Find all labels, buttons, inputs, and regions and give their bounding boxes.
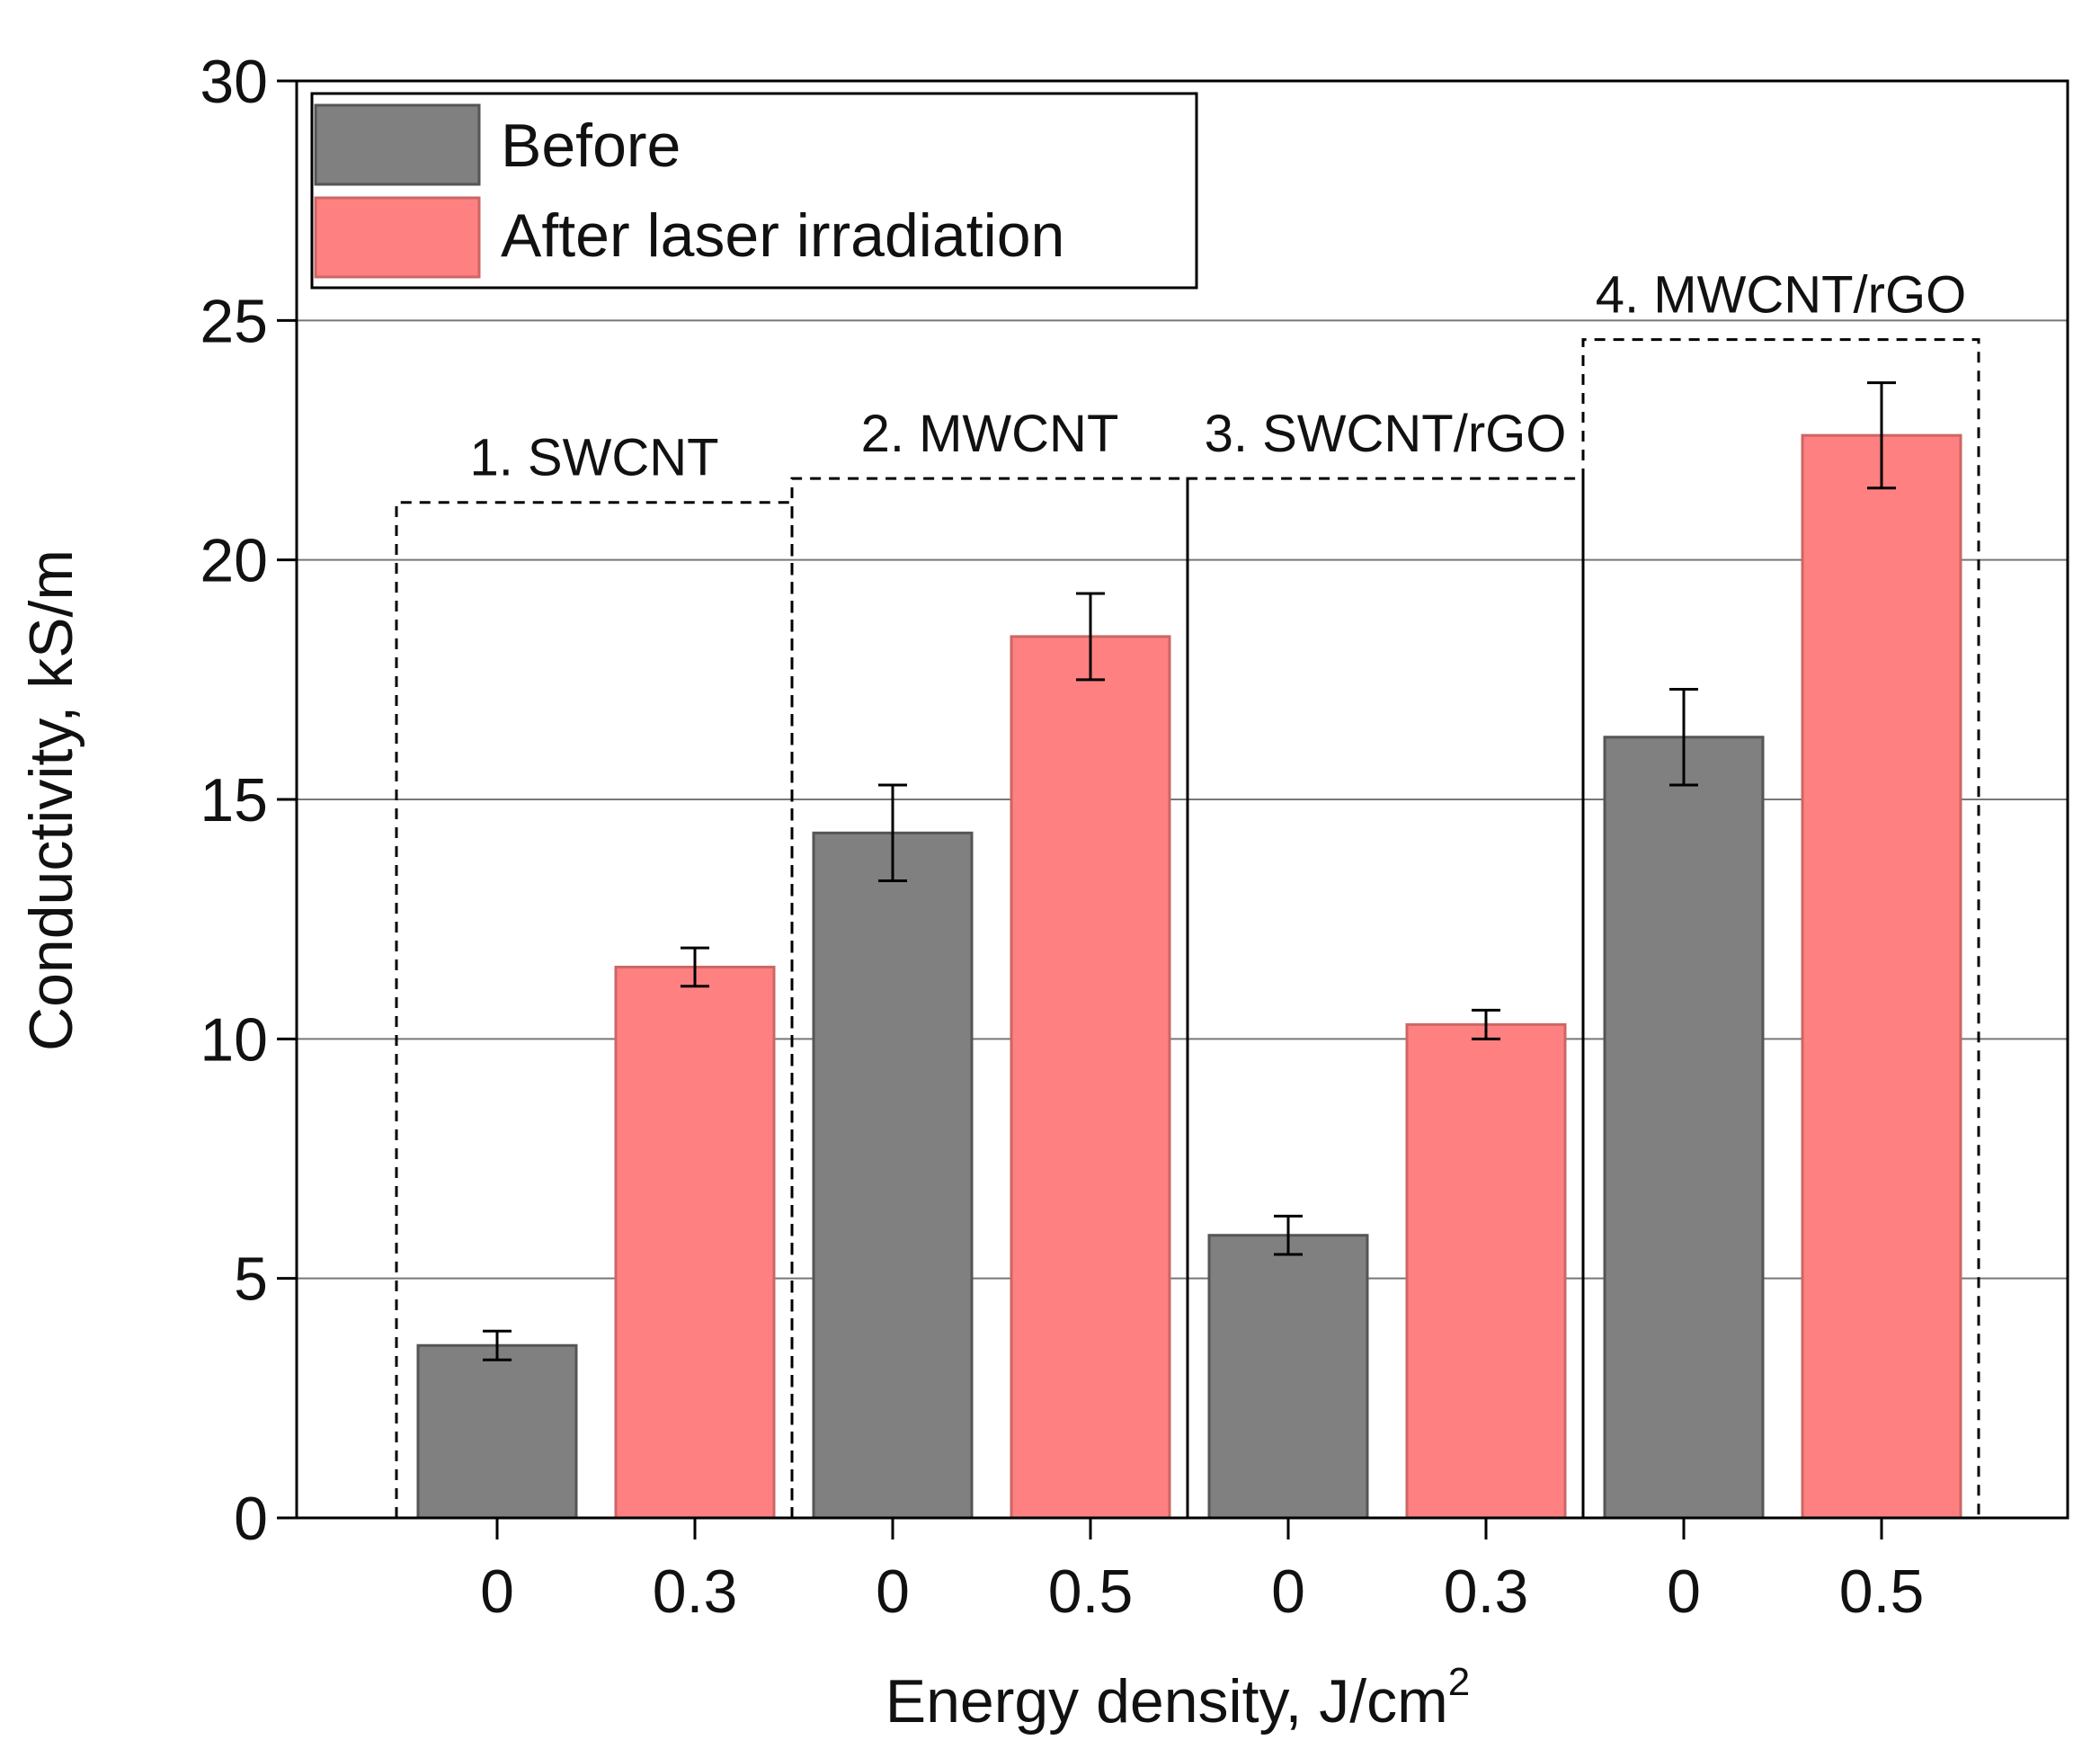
x-tick-label: 0 [1667, 1557, 1701, 1626]
grid-lines [297, 319, 2068, 1280]
group-label: 4. MWCNT/rGO [1596, 266, 1966, 325]
legend-label-before: Before [501, 112, 681, 180]
legend-swatch-after [314, 196, 481, 279]
bar [812, 831, 974, 1520]
x-tick-label: 0.3 [653, 1557, 738, 1626]
y-axis-label: Conductivity, kS/m [17, 549, 85, 1051]
legend: Before After laser irradiation [310, 92, 1198, 290]
x-tick-label: 0 [480, 1557, 514, 1626]
bars [416, 433, 1962, 1520]
y-tick-label: 20 [200, 527, 268, 595]
bar [614, 965, 776, 1520]
group-label: 2. MWCNT [861, 405, 1119, 463]
group-boxes: 1. SWCNT 2. MWCNT 3. SWCNT/rGO 4. MWCNT/rGO [395, 266, 1980, 1518]
bar [1801, 433, 1962, 1520]
bar [1405, 1022, 1567, 1520]
y-tick-label: 25 [200, 287, 268, 355]
y-tick-label: 15 [200, 766, 268, 834]
plot-frame [295, 79, 2069, 1520]
y-tick-label: 10 [200, 1005, 268, 1074]
group-box [1581, 338, 1980, 1518]
x-tick-labels: 0 0.3 0 0.5 0 0.3 0 0.5 [480, 1557, 1924, 1626]
bar [1603, 736, 1765, 1520]
x-tick-label: 0 [1271, 1557, 1305, 1626]
y-tick-label: 0 [234, 1485, 268, 1553]
y-tick-label: 5 [234, 1245, 268, 1314]
legend-label-after: After laser irradiation [501, 201, 1064, 270]
bar [1010, 635, 1171, 1520]
y-tick-label: 30 [200, 48, 268, 116]
bar [416, 1343, 578, 1520]
axes [277, 79, 2069, 1539]
x-tick-label: 0.5 [1839, 1557, 1925, 1626]
group-box [395, 501, 794, 1518]
bar [1207, 1234, 1369, 1520]
x-axis-label: Energy density, J/cm2 [885, 1660, 1471, 1736]
group-label: 1. SWCNT [469, 429, 718, 487]
y-tick-labels: 0 5 10 15 20 25 30 [200, 48, 268, 1553]
error-bars [483, 381, 1896, 1361]
group-label: 3. SWCNT/rGO [1205, 405, 1567, 463]
x-tick-label: 0.5 [1048, 1557, 1134, 1626]
x-tick-label: 0.3 [1444, 1557, 1529, 1626]
x-axis-label-superscript: 2 [1448, 1660, 1470, 1704]
x-tick-label: 0 [876, 1557, 910, 1626]
legend-swatch-before [314, 103, 481, 186]
x-axis-label-text: Energy density, J/cm [885, 1667, 1448, 1736]
